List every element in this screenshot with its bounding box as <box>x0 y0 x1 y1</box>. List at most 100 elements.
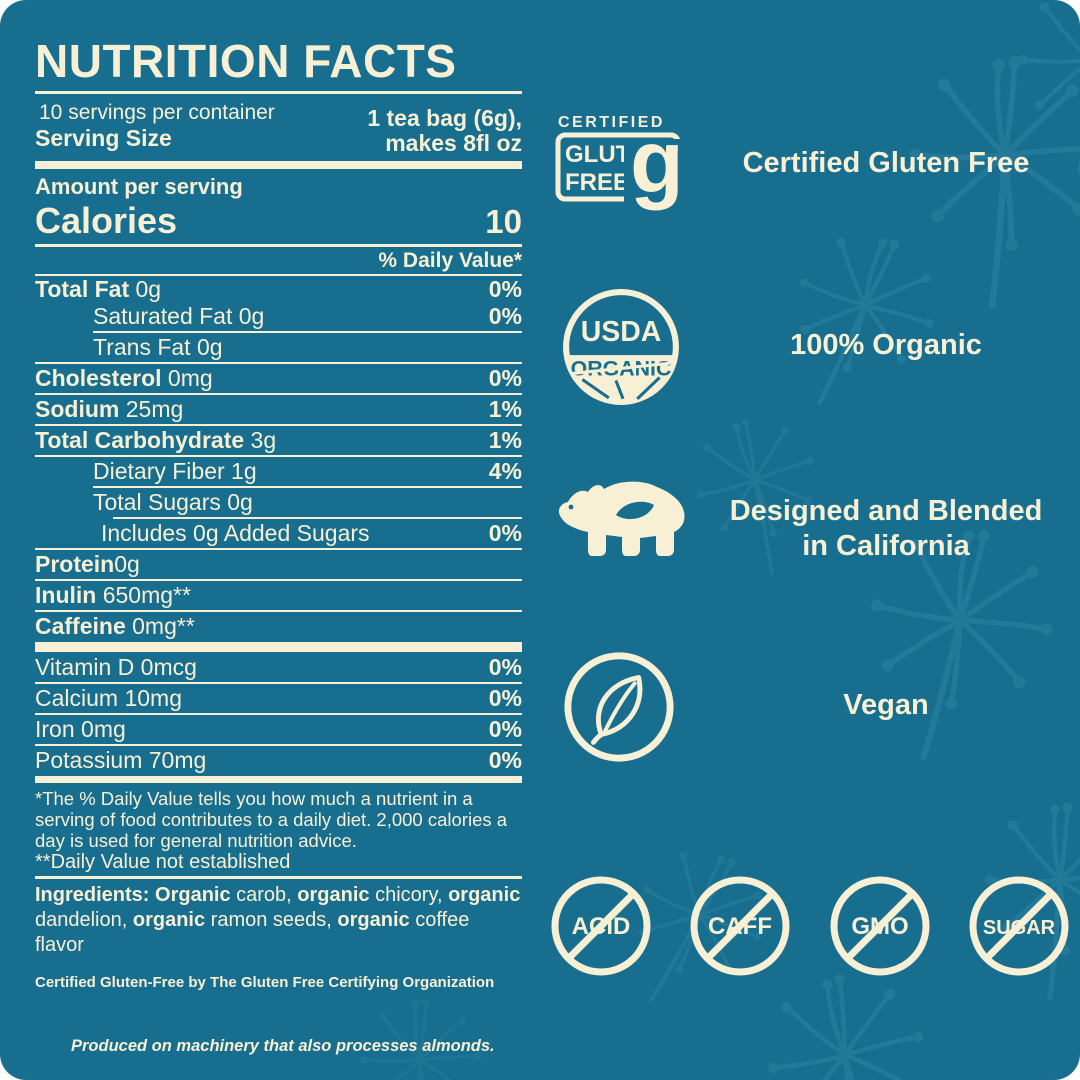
nutrient-name: Inulin 650mg** <box>35 581 191 608</box>
nutrient-row: Calcium 10mg 0% <box>35 685 522 715</box>
nutrient-row: Caffeine 0mg** <box>35 613 522 652</box>
nutrient-name: Cholesterol 0mg <box>35 364 213 391</box>
row-separator <box>35 775 522 783</box>
usda-organic-seal-icon: USDA ORGANIC <box>563 289 679 405</box>
calories-label: Calories <box>35 199 178 241</box>
row-separator <box>93 330 522 333</box>
nutrient-rows: Total Fat 0g 0% Saturated Fat 0g 0% Tran… <box>35 276 522 783</box>
gluten-free-cert-line: Certified Gluten-Free by The Gluten Free… <box>35 973 495 991</box>
vegan-leaf-icon <box>564 652 674 762</box>
nutrition-facts-title: NUTRITION FACTS <box>35 35 457 87</box>
row-separator <box>35 361 522 364</box>
no-badge-label: SUGAR <box>983 917 1056 939</box>
nutrient-row: Vitamin D 0mcg 0% <box>35 654 522 684</box>
nutrient-name: Total Fat 0g <box>35 275 162 302</box>
nutrient-dv: 0% <box>488 364 522 391</box>
gluten-free-badge-icon: CERTIFIED GLUTEN FREE g <box>555 112 686 217</box>
nutrient-name: Iron 0mg <box>35 715 126 742</box>
row-separator <box>35 578 522 581</box>
nutrient-name: Trans Fat 0g <box>93 333 223 360</box>
nutrient-row: Total Fat 0g 0% <box>35 276 522 303</box>
no-symbol-icon: GMO <box>830 876 930 976</box>
nutrient-row: Sodium 25mg 1% <box>35 396 522 426</box>
nutrient-dv: 4% <box>488 457 522 484</box>
no-sugar-badge: SUGAR <box>966 873 1072 979</box>
nutrient-name: Sodium 25mg <box>35 395 184 422</box>
dv-header-rule <box>35 273 522 276</box>
nutrient-dv: 0% <box>488 715 522 742</box>
no-symbol-icon: ACID <box>551 876 651 976</box>
nutrient-dv: 1% <box>488 395 522 422</box>
allergen-statement: Produced on machinery that also processe… <box>71 1036 495 1055</box>
dv-footnote: *The % Daily Value tells you how much a … <box>35 787 508 851</box>
nutrient-name: Includes 0g Added Sugars <box>101 519 370 546</box>
serving-size-label: Serving Size <box>35 124 172 151</box>
nutrient-row: Total Sugars 0g <box>35 489 522 519</box>
no-symbol-icon: SUGAR <box>969 876 1069 976</box>
serving-size-line2: makes 8fl oz <box>385 129 522 156</box>
row-separator <box>35 681 522 684</box>
row-separator <box>93 485 522 488</box>
serving-size-line1: 1 tea bag (6g), <box>367 104 522 131</box>
row-separator <box>35 609 522 612</box>
ingredient-segment: organic <box>337 908 410 931</box>
no-badge-label: GMO <box>851 913 908 940</box>
ingredient-segment: organic <box>297 883 370 906</box>
ingredient-segment: Organic <box>155 883 231 906</box>
nutrient-name: Total Sugars 0g <box>93 488 253 515</box>
no-badge-label: ACID <box>572 913 631 940</box>
nutrient-row: Saturated Fat 0g 0% <box>35 303 522 333</box>
ingredient-segment: ramon seeds, <box>205 908 338 931</box>
nutrient-dv: 1% <box>488 426 522 453</box>
row-separator <box>35 454 522 457</box>
servings-per-container: 10 servings per container <box>39 100 275 124</box>
row-separator <box>113 516 522 519</box>
ingredient-segment: organic <box>132 908 206 931</box>
no-gmo-badge: GMO <box>827 873 933 979</box>
gluten-free-g-icon: g <box>630 112 684 211</box>
ingredient-segment: chicory, <box>369 883 449 906</box>
nutrient-row: Dietary Fiber 1g 4% <box>35 458 522 488</box>
nutrient-row: Total Carbohydrate 3g 1% <box>35 427 522 457</box>
nutrient-name: Potassium 70mg <box>35 746 207 773</box>
usda-caption: 100% Organic <box>790 329 982 361</box>
row-separator <box>35 641 522 652</box>
calories-rule <box>35 243 522 247</box>
nutrient-dv: 0% <box>488 519 522 546</box>
row-separator <box>35 423 522 426</box>
dv-not-established-note: **Daily Value not established <box>35 850 291 873</box>
daily-value-header: % Daily Value* <box>378 248 522 272</box>
calories-value: 10 <box>485 202 522 240</box>
no-badge-label: CAFF <box>708 913 772 940</box>
no-acid-badge: ACID <box>548 873 654 979</box>
amount-per-serving-label: Amount per serving <box>35 173 243 199</box>
nutrient-dv: 0% <box>488 653 522 680</box>
california-caption-line1: Designed and Blended <box>729 495 1043 527</box>
nutrient-dv: 0% <box>488 746 522 773</box>
row-separator <box>35 712 522 715</box>
nutrient-row: Potassium 70mg 0% <box>35 747 522 783</box>
nutrient-dv: 0% <box>488 275 522 302</box>
ingredient-segment: organic <box>448 883 521 906</box>
no-caff-badge: CAFF <box>687 873 793 979</box>
nutrient-row: Cholesterol 0mg 0% <box>35 365 522 395</box>
nutrient-row: Includes 0g Added Sugars 0% <box>35 520 522 550</box>
nutrient-name: Saturated Fat 0g <box>93 302 265 329</box>
nutrition-facts-panel: NUTRITION FACTS 10 servings per containe… <box>35 36 522 1056</box>
row-separator <box>35 743 522 746</box>
nutrient-name: Protein0g <box>35 550 140 577</box>
usda-text: USDA <box>581 316 662 348</box>
ingredient-segment: carob, <box>230 883 298 906</box>
serving-size-value: 1 tea bag (6g), makes 8fl oz <box>367 104 522 156</box>
ingredient-segment: dandelion, <box>35 908 133 931</box>
no-badges-row: ACID CAFF GMO SUGAR <box>548 873 1072 979</box>
vegan-caption: Vegan <box>843 689 929 721</box>
title-rule <box>35 90 522 94</box>
nutrient-name: Total Carbohydrate 3g <box>35 426 277 453</box>
nutrient-dv: 0% <box>488 302 522 329</box>
ingredient-segment: Ingredients: <box>35 883 156 906</box>
g-backing <box>624 139 686 217</box>
bear-icon <box>558 481 685 556</box>
nutrient-name: Calcium 10mg <box>35 684 182 711</box>
